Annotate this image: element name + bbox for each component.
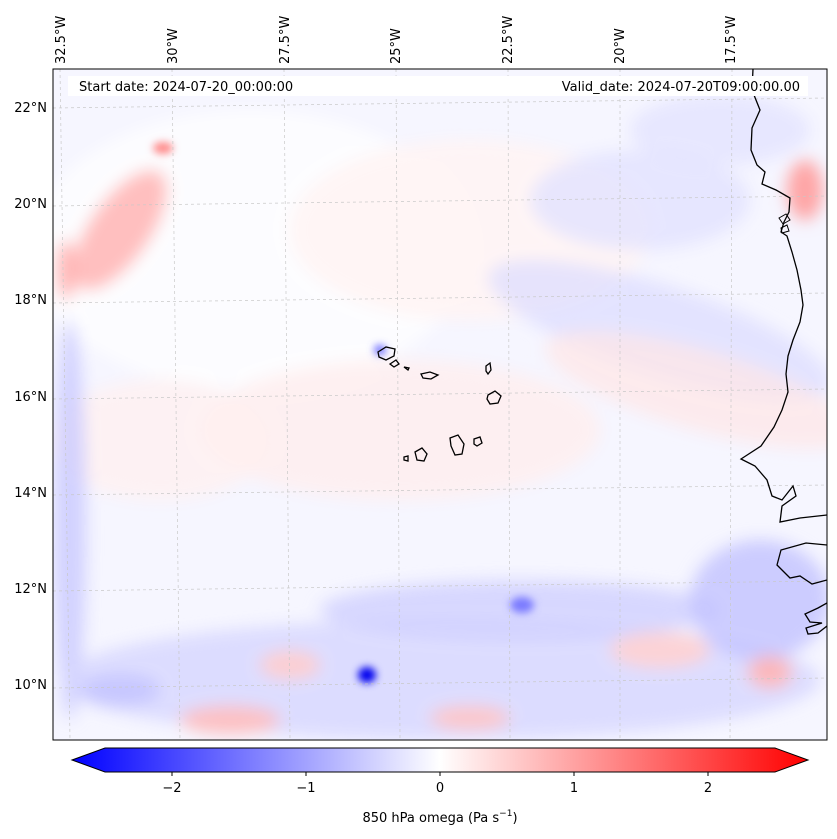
valid-date-label: Valid_date: 2024-07-20T09:00:00.00	[562, 80, 800, 95]
lon-label-32-5w: 32.5°W	[54, 16, 69, 64]
coastal-islets	[778, 213, 791, 234]
lon-label-27-5w: 27.5°W	[278, 16, 293, 64]
colorbar-label: 850 hPa omega (Pa s−1)	[362, 809, 517, 826]
colorbar-tick-label: 0	[436, 781, 444, 796]
omega-field-detail	[153, 142, 534, 683]
lat-label-22n: 22°N	[14, 101, 47, 116]
lon-label-22-5w: 22.5°W	[501, 16, 516, 64]
map-panel: Start date: 2024-07-20_00:00:00 Valid_da…	[53, 69, 827, 740]
header-strip	[68, 76, 808, 96]
lon-label-20w: 20°W	[613, 28, 628, 64]
lat-label-20n: 20°N	[14, 197, 47, 212]
start-date-label: Start date: 2024-07-20_00:00:00	[79, 80, 293, 95]
lon-label-30w: 30°W	[166, 28, 181, 64]
omega-field	[53, 95, 827, 740]
colorbar-tick-label: 2	[704, 781, 712, 796]
cape-verde-islands	[377, 346, 502, 462]
africa-coastline	[739, 69, 827, 635]
colorbar-tick-label: 1	[570, 781, 578, 796]
lat-label-14n: 14°N	[14, 486, 47, 501]
lat-label-16n: 16°N	[14, 390, 47, 405]
lat-label-12n: 12°N	[14, 582, 47, 597]
longitude-labels: 32.5°W 30°W 27.5°W 25°W 22.5°W 20°W 17.5…	[54, 16, 739, 64]
colorbar-tick-label: −1	[296, 781, 315, 796]
colorbar: −2 −1 0 1 2 850 hPa omega (Pa s−1)	[70, 747, 810, 826]
colorbar-ticks	[171, 772, 709, 776]
latitude-labels: 22°N 20°N 18°N 16°N 14°N 12°N 10°N	[14, 101, 47, 693]
lat-label-18n: 18°N	[14, 293, 47, 308]
graticule	[53, 69, 827, 740]
map-frame	[52, 68, 828, 741]
lat-label-10n: 10°N	[14, 678, 47, 693]
lon-label-25w: 25°W	[389, 28, 404, 64]
colorbar-tick-label: −2	[162, 781, 181, 796]
colorbar-body	[70, 747, 810, 773]
lon-label-17-5w: 17.5°W	[724, 16, 739, 64]
